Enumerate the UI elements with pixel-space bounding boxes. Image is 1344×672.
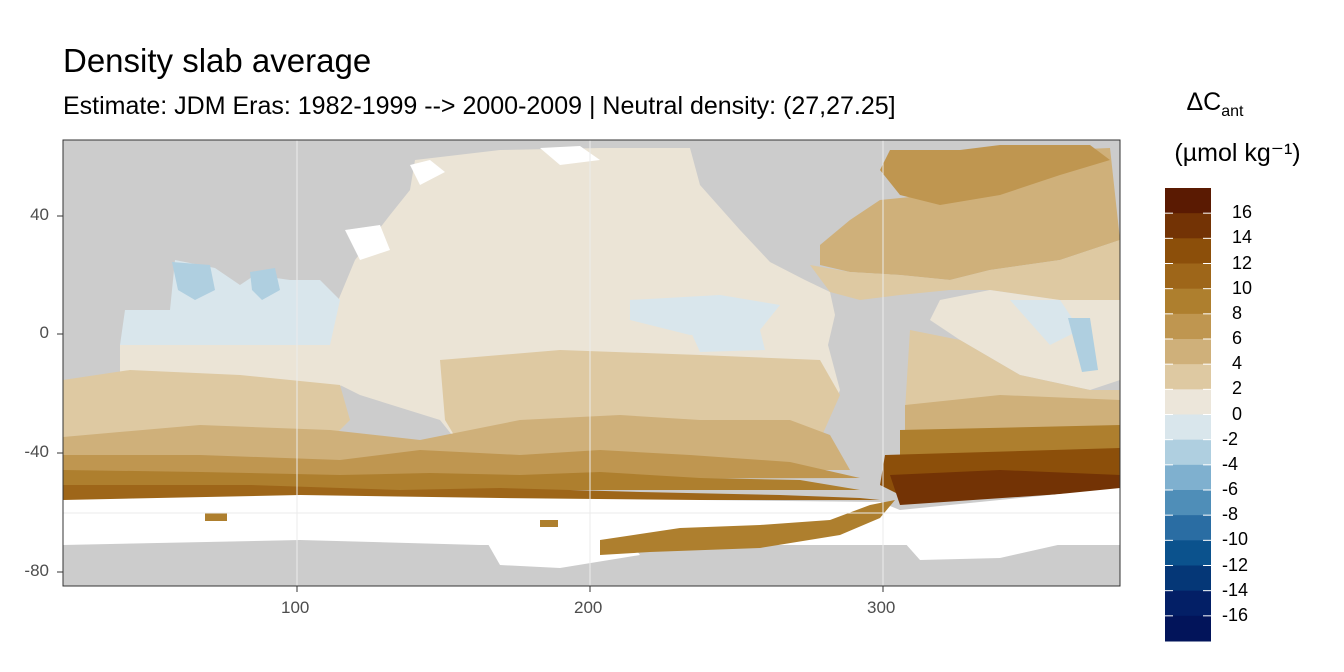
legend-label: -2 xyxy=(1222,428,1239,449)
legend-swatch xyxy=(1165,339,1211,365)
legend-label: 16 xyxy=(1232,202,1253,223)
legend-swatch xyxy=(1165,565,1211,592)
antarctic-patch-2 xyxy=(540,520,558,527)
axis-ticks xyxy=(57,215,884,592)
map-subtitle: Estimate: JDM Eras: 1982-1999 --> 2000-2… xyxy=(63,92,896,120)
legend-label: 4 xyxy=(1232,353,1243,374)
legend-label: 8 xyxy=(1232,302,1243,323)
north-atlantic xyxy=(820,148,1120,280)
legend-label: 6 xyxy=(1232,328,1243,348)
japan-sea-gap xyxy=(345,225,390,260)
legend-label: -14 xyxy=(1222,579,1249,600)
legend-label: 10 xyxy=(1232,277,1253,298)
legend-swatch xyxy=(1165,313,1211,340)
weddell-no-data xyxy=(880,512,1080,560)
bay-of-bengal xyxy=(250,268,280,300)
legend-label: 14 xyxy=(1232,227,1253,248)
eq-pacific-patch-2 xyxy=(690,330,765,352)
legend-swatch xyxy=(1165,464,1211,491)
x-tick-label: 100 xyxy=(281,598,310,617)
southern-band-8 xyxy=(63,450,860,480)
north-pacific-gap xyxy=(410,160,445,185)
legend-swatch xyxy=(1165,188,1211,214)
legend-label: 0 xyxy=(1232,403,1243,424)
indian-ocean xyxy=(120,260,340,345)
south-atlantic-6 xyxy=(905,395,1120,430)
antarctica xyxy=(63,540,1120,586)
arctic-gap xyxy=(540,146,600,165)
legend-swatch xyxy=(1165,590,1211,617)
tropical-atlantic xyxy=(930,290,1120,390)
legend-label: 12 xyxy=(1232,252,1253,273)
legend-label: -12 xyxy=(1222,554,1249,575)
legend-label: -10 xyxy=(1222,529,1249,550)
north-atlantic-subtropics xyxy=(810,240,1120,300)
antarctic-patch-1 xyxy=(205,513,227,521)
legend-label: -8 xyxy=(1222,504,1239,525)
legend-swatch xyxy=(1165,288,1211,315)
legend-ticks xyxy=(1165,212,1211,617)
legend-label: -4 xyxy=(1222,453,1239,474)
angola-patch xyxy=(1068,318,1098,372)
y-tick-label: -40 xyxy=(24,442,49,461)
grid xyxy=(63,140,1120,586)
legend-swatch xyxy=(1165,389,1211,415)
antarctic-strip xyxy=(600,500,895,555)
legend-unit: (µmol kg⁻¹) xyxy=(1174,139,1301,167)
x-tick-label: 200 xyxy=(574,598,603,617)
legend-swatch xyxy=(1165,490,1211,516)
eq-pacific-patch xyxy=(630,295,780,335)
legend-swatch xyxy=(1165,263,1211,290)
southern-no-data xyxy=(63,488,1120,545)
x-tick-label: 300 xyxy=(867,598,896,617)
southern-band-4 xyxy=(63,370,350,440)
legend-label: -16 xyxy=(1222,604,1249,625)
legend-title: ΔCant xyxy=(1160,88,1270,121)
gulf-of-guinea xyxy=(1010,300,1080,345)
arabian-sea xyxy=(172,262,215,300)
legend-label: 2 xyxy=(1232,378,1243,399)
map-title: Density slab average xyxy=(63,42,372,79)
ross-no-data xyxy=(480,528,640,568)
map-panel xyxy=(63,140,1120,586)
legend-swatch xyxy=(1165,414,1211,441)
legend-swatch xyxy=(1165,540,1211,566)
legend-title-main: ΔC xyxy=(1186,88,1222,116)
legend-label: -6 xyxy=(1222,479,1239,499)
legend-swatch xyxy=(1165,615,1211,642)
legend-swatch xyxy=(1165,364,1211,390)
legend-swatch xyxy=(1165,213,1211,239)
north-atlantic-dark xyxy=(880,145,1110,205)
legend-swatch xyxy=(1165,515,1211,541)
legend-title-sub: ant xyxy=(1221,103,1244,120)
legend-swatch xyxy=(1165,238,1211,264)
legend-swatch xyxy=(1165,439,1211,466)
legend-colorbar xyxy=(1165,188,1211,642)
south-atlantic-darkest xyxy=(890,470,1120,505)
southern-band-10 xyxy=(63,470,860,490)
y-tick-label: -80 xyxy=(24,561,49,580)
south-atlantic-8 xyxy=(900,425,1120,455)
y-tick-label: 40 xyxy=(30,205,49,224)
y-tick-label: 0 xyxy=(39,323,49,342)
panel-border xyxy=(62,139,1121,587)
